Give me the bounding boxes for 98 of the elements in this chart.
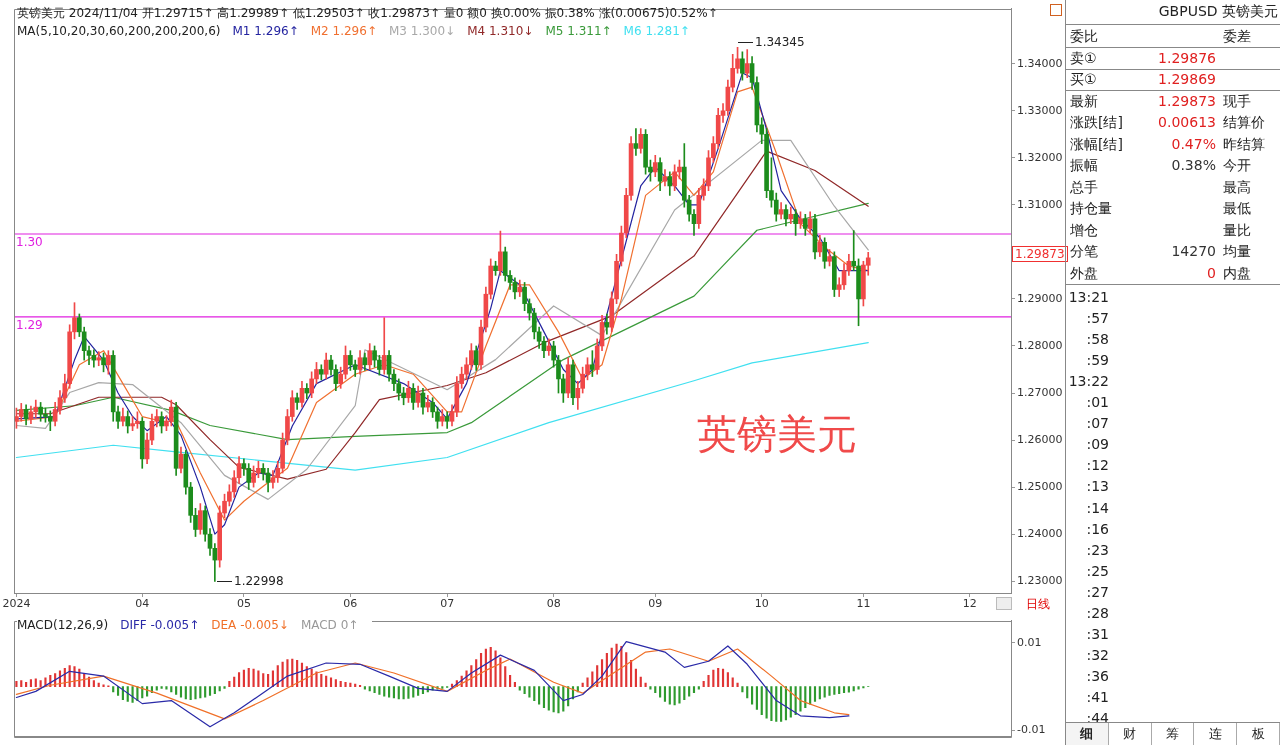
ref-line-label: 1.30 [16, 235, 43, 250]
text: :13 [1085, 477, 1109, 497]
category-label: 分笔 [1070, 242, 1098, 261]
x-tick-label: 12 [962, 597, 977, 611]
text: :25 [1085, 561, 1109, 581]
text: 1.29873 [1158, 92, 1216, 109]
x-tick-label: 11 [856, 597, 871, 611]
text: 1.29873 [1012, 246, 1068, 262]
text: M2 1.296↑ [310, 24, 377, 38]
text: :12 [1085, 456, 1109, 476]
category-label: 内盘 [1223, 264, 1251, 281]
category-label: 买① [1070, 70, 1097, 89]
text: :32 [1085, 645, 1109, 665]
text: :36 [1085, 666, 1109, 686]
category-label: 今开 [1223, 157, 1251, 173]
category-label: 总手 [1070, 177, 1098, 197]
x-tick-label: 07 [440, 597, 455, 611]
chart-title: 英镑美元 2024/11/04 开1.29715↑ 高1.29989↑ 低1.29503↑ 收1.29873↑ 量0 额0 换0.00% 振0.38% 涨(0.00675)0.52%↑ [17, 5, 718, 21]
x-tick-label: 06 [343, 597, 358, 611]
text: :28 [1085, 603, 1109, 623]
category-label: 持仓量 [1070, 199, 1112, 218]
y-tick-label: 1.29000 [1017, 291, 1063, 305]
y-tick-label: 1.28000 [1017, 338, 1063, 352]
category-label: 委比 [1070, 27, 1098, 46]
text: 1.29876 [1158, 49, 1216, 66]
text: 0 [1207, 264, 1216, 281]
annotation: 1.34345 [738, 34, 805, 50]
category-label: 最低 [1223, 200, 1251, 216]
text: :16 [1085, 519, 1109, 539]
text: :57 [1085, 309, 1109, 329]
category-label: 财 [1108, 723, 1152, 745]
text: :58 [1085, 330, 1109, 350]
text: GBPUSD 英镑美元 [1158, 3, 1278, 21]
x-tick-label: 04 [135, 597, 150, 611]
text: 0.00613 [1158, 114, 1216, 130]
legend-title: MA(5,10,20,30,60,200,200,200,6) [17, 24, 221, 38]
y-tick-label: 1.24000 [1017, 527, 1063, 541]
text: :59 [1085, 351, 1109, 371]
y-tick-label: 1.23000 [1017, 574, 1063, 588]
text: :23 [1085, 540, 1109, 560]
annotation: 1.22998 [217, 573, 284, 589]
y-tick-label: 1.25000 [1017, 479, 1063, 493]
x-tick-label: 05 [236, 597, 251, 611]
text: DIFF -0.005↑ [120, 618, 200, 632]
category-label: 昨结算 [1223, 135, 1265, 152]
category-label: 细 [1066, 723, 1109, 745]
category-label: 增仓 [1070, 220, 1098, 240]
text: M3 1.300↓ [388, 24, 456, 38]
text: 13:22 [1067, 372, 1109, 392]
x-tick-label: 10 [754, 597, 769, 611]
category-label: 板 [1237, 723, 1280, 745]
y-tick-label: 1.34000 [1017, 56, 1063, 70]
y-tick-label: 1.26000 [1017, 432, 1063, 446]
y-tick-label: 1.27000 [1017, 385, 1063, 399]
text: M4 1.310↓ [467, 24, 534, 38]
text: 0.38% [1171, 157, 1216, 173]
category-label: 筹 [1151, 723, 1195, 745]
x-tick-label: 09 [648, 597, 663, 611]
category-label: 现手 [1223, 92, 1251, 109]
category-label: 委差 [1223, 28, 1251, 44]
text: 1.29869 [1158, 71, 1216, 87]
category-label: 量比 [1223, 221, 1251, 238]
annotation: 英镑美元 [697, 410, 857, 458]
text: :27 [1085, 582, 1109, 602]
text: :09 [1085, 435, 1109, 455]
y-tick-label: -0.01 [1017, 723, 1046, 737]
category-label: 最高 [1223, 178, 1251, 195]
text: MACD 0↑ [300, 618, 359, 632]
legend-title: MACD(12,26,9) [17, 618, 109, 632]
category-label: 最新 [1070, 91, 1098, 111]
text: 14270 [1171, 243, 1216, 259]
y-tick-label: 1.33000 [1017, 103, 1063, 117]
ref-line-label: 1.29 [16, 317, 43, 332]
category-label: 连 [1194, 723, 1238, 745]
text: 0.47% [1171, 135, 1216, 152]
category-label: 外盘 [1070, 263, 1098, 283]
text: :07 [1085, 414, 1109, 434]
text: M5 1.311↑ [545, 24, 612, 38]
y-tick-label: 1.31000 [1017, 197, 1063, 211]
text: 日线 [1026, 596, 1050, 612]
text: :01 [1085, 393, 1109, 413]
text: :31 [1085, 624, 1109, 644]
category-label: 均量 [1223, 243, 1251, 259]
text: :41 [1085, 687, 1109, 707]
text: M6 1.281↑ [623, 24, 690, 38]
category-label: 涨跌[结] [1070, 113, 1123, 132]
category-label: 振幅 [1070, 156, 1098, 175]
x-tick-label: 2024 [2, 597, 31, 611]
category-label: 结算价 [1223, 114, 1265, 130]
x-tick-label: 08 [546, 597, 561, 611]
text: M1 1.296↑ [232, 24, 299, 38]
text: 13:21 [1067, 288, 1109, 307]
text: DEA -0.005↓ [211, 618, 289, 632]
category-label: 卖① [1070, 48, 1097, 68]
category-label: 涨幅[结] [1070, 134, 1123, 154]
y-tick-label: 0.01 [1017, 635, 1042, 649]
y-tick-label: 1.32000 [1017, 150, 1063, 164]
text: :14 [1085, 498, 1109, 518]
